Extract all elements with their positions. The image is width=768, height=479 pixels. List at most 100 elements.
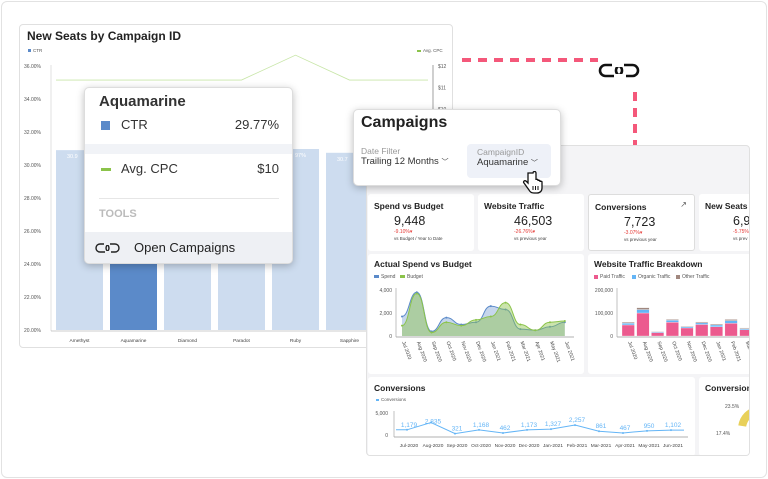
legend-conversions: Conversions xyxy=(376,397,406,402)
data-point xyxy=(670,429,672,432)
y2-tick-label: $11 xyxy=(438,86,446,92)
data-label: 467 xyxy=(620,425,631,432)
x-tick-label: Dec-2020 xyxy=(519,443,540,449)
kpi-delta: -26.76%▾ xyxy=(514,229,536,235)
kpi-sub: vs previous year xyxy=(624,237,657,242)
x-tick-label: May 2021 xyxy=(548,341,561,364)
y-tick-label: 32.00% xyxy=(24,130,42,136)
x-tick-label: Paradot xyxy=(233,338,250,344)
chart-title: Conversions xyxy=(374,383,426,393)
bar-paid-traffic xyxy=(724,323,738,337)
data-point xyxy=(574,424,576,427)
avg-cpc-line xyxy=(56,54,428,81)
y2-tick-label: $12 xyxy=(438,64,447,70)
legend-paid: Paid Traffic xyxy=(594,274,625,280)
kpi-spend-vs-budget[interactable]: Spend vs Budget 9,448 -9.10%▾ vs Budget … xyxy=(368,194,474,251)
data-point xyxy=(406,428,408,431)
y-tick-label: 30.00% xyxy=(24,163,42,169)
filter-label: Date Filter xyxy=(361,146,401,156)
line-budget xyxy=(401,292,565,334)
kpi-title: Website Traffic xyxy=(484,201,545,211)
spend-vs-budget-chart-card: Actual Spend vs Budget Spend Budget 4,00… xyxy=(368,254,584,374)
bar-value-label: 30.7 xyxy=(337,157,348,163)
x-tick-label: Amethyst xyxy=(70,338,91,344)
hand-cursor-icon xyxy=(522,171,543,194)
kpi-sub: vs Budget / Year to Date xyxy=(394,236,443,241)
y-tick-label: 22.00% xyxy=(24,295,42,301)
y-tick-label: 0 xyxy=(610,334,613,340)
x-tick-label: Nov 2020 xyxy=(685,341,698,363)
filter-label: CampaignID xyxy=(477,147,525,157)
kpi-new-seats[interactable]: New Seats 6,9 -5.75% vs prev xyxy=(699,194,749,251)
x-tick-label: Nov 2020 xyxy=(459,341,472,363)
x-tick-label: Jul 2020 xyxy=(626,341,638,361)
bar-paid-traffic xyxy=(665,322,679,337)
point-budget xyxy=(475,318,477,321)
conversions-donut-card: Conversions 23.5% 17.4% xyxy=(699,377,749,455)
conversions-chart-card: Conversions Conversions 5,000 0 1,179 Jul-2… xyxy=(368,377,695,455)
x-tick-label: Mar 2021 xyxy=(519,341,532,363)
x-tick-label: Ruby xyxy=(290,338,302,344)
data-label: 321 xyxy=(452,426,463,433)
x-tick-label: Jun 2021 xyxy=(563,341,576,363)
date-filter-dropdown[interactable]: Date Filter Trailing 12 Months ﹀ xyxy=(361,146,461,174)
point-budget xyxy=(445,321,448,324)
bar-other-traffic xyxy=(739,327,749,329)
kpi-delta: -9.10%▾ xyxy=(394,229,413,235)
bar-paid-traffic xyxy=(621,324,635,337)
campaigns-dashboard: Spend vs Budget 9,448 -9.10%▾ vs Budget … xyxy=(366,145,750,456)
bar-other-traffic xyxy=(636,307,650,310)
data-point xyxy=(478,428,480,431)
menu-item-label: Open Campaigns xyxy=(134,240,236,255)
bar-organic-traffic xyxy=(680,326,694,329)
data-label: 861 xyxy=(596,423,607,430)
x-tick-label: Jun-2021 xyxy=(663,443,683,449)
legend-budget: Budget xyxy=(400,274,423,280)
legend-avg-cpc: Avg. CPC xyxy=(417,48,443,53)
data-point xyxy=(550,428,552,431)
data-label: 1,168 xyxy=(473,422,490,429)
bar-paid-traffic xyxy=(680,327,694,337)
bar-other-traffic xyxy=(710,323,723,326)
bar-organic-traffic xyxy=(739,328,749,330)
y-tick-label: 200,000 xyxy=(595,288,613,294)
point-budget xyxy=(430,331,433,334)
kpi-delta: -3.07%▾ xyxy=(624,230,643,236)
bar-paid-traffic xyxy=(695,324,709,337)
point-budget xyxy=(549,321,551,324)
bar-organic-traffic xyxy=(710,324,723,327)
filter-value: Trailing 12 Months xyxy=(361,156,439,167)
kpi-conversions[interactable]: Conversions ↗ 7,723 -3.07%▾ vs previous … xyxy=(588,194,695,251)
divider xyxy=(99,198,279,199)
bar-other-traffic xyxy=(665,319,679,321)
row-value: 29.77% xyxy=(234,117,279,132)
ctr-swatch-icon xyxy=(101,121,110,130)
y-tick-label: 0 xyxy=(385,433,388,439)
x-tick-label: Jul 2020 xyxy=(400,341,412,361)
data-label: 1,179 xyxy=(401,422,418,429)
x-tick-label: Sep 2020 xyxy=(656,341,669,363)
x-tick-label: Aquamarine xyxy=(121,338,147,344)
data-label: 1,102 xyxy=(665,422,682,429)
data-label: 2,257 xyxy=(569,417,586,424)
point-budget xyxy=(401,324,403,327)
bar-paid-traffic xyxy=(651,332,665,337)
kpi-website-traffic[interactable]: Website Traffic 46,503 -26.76%▾ vs previ… xyxy=(478,194,584,251)
campaignid-dropdown[interactable]: CampaignID Aquamarine ﹀ xyxy=(467,144,551,178)
row-value: $10 xyxy=(257,161,279,176)
donut-label: 23.5% xyxy=(725,404,740,410)
expand-arrow-icon[interactable]: ↗ xyxy=(680,200,687,209)
kpi-delta: -5.75% xyxy=(733,229,749,235)
x-tick-label: Oct 2020 xyxy=(445,341,458,362)
conversions-line-chart: 5,000 0 1,179 Jul-2020 2,835 Aug-2020 321 Sep-2… xyxy=(375,411,688,449)
chart-title: New Seats by Campaign ID xyxy=(27,29,182,43)
open-campaigns-menu-item[interactable]: Open Campaigns xyxy=(85,232,292,263)
y-tick-label: 24.00% xyxy=(24,262,42,268)
y-tick-label: 2,000 xyxy=(379,311,392,317)
tooltip-title: Aquamarine xyxy=(99,93,186,110)
point-spend xyxy=(445,316,448,319)
point-spend xyxy=(475,321,477,324)
kpi-value: 46,503 xyxy=(514,214,553,228)
kpi-title: Spend vs Budget xyxy=(374,201,444,211)
